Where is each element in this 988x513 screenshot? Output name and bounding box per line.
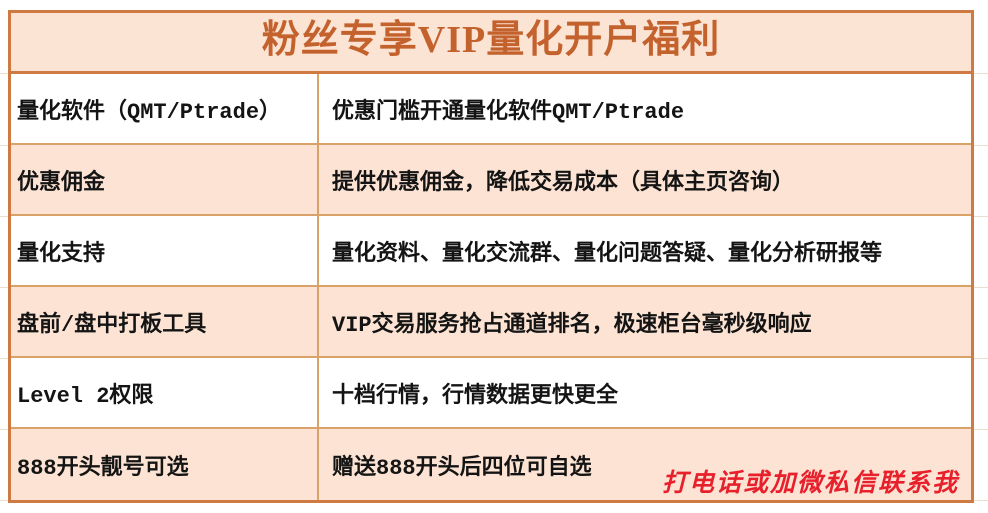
benefit-description-cell: 量化资料、量化交流群、量化问题答疑、量化分析研报等 xyxy=(332,241,883,267)
benefit-description-cell: 优惠门槛开通量化软件QMT/Ptrade xyxy=(332,99,685,125)
contact-note: 打电话或加微私信联系我 xyxy=(661,470,959,497)
table-row: 优惠佣金 提供优惠佣金，降低交易成本（具体主页咨询） xyxy=(11,145,971,216)
benefit-description-cell: 赠送888开头后四位可自选 xyxy=(332,455,592,481)
benefit-description-cell: 十档行情，行情数据更快更全 xyxy=(332,383,619,409)
benefit-name-cell: 量化软件（QMT/Ptrade） xyxy=(11,74,319,143)
benefit-name-cell: 888开头靓号可选 xyxy=(11,429,319,500)
vip-benefits-table: 粉丝专享VIP量化开户福利 量化软件（QMT/Ptrade） 优惠门槛开通量化软… xyxy=(8,10,974,503)
table-row: 量化支持 量化资料、量化交流群、量化问题答疑、量化分析研报等 xyxy=(11,216,971,287)
table-row: 888开头靓号可选 赠送888开头后四位可自选 打电话或加微私信联系我 xyxy=(11,429,971,500)
table-header: 粉丝专享VIP量化开户福利 xyxy=(8,10,974,74)
table-row: Level 2权限 十档行情，行情数据更快更全 xyxy=(11,358,971,429)
table-row: 盘前/盘中打板工具 VIP交易服务抢占通道排名，极速柜台毫秒级响应 xyxy=(11,287,971,358)
benefit-name-cell: 盘前/盘中打板工具 xyxy=(11,287,319,356)
benefit-description-cell: 提供优惠佣金，降低交易成本（具体主页咨询） xyxy=(332,170,795,196)
benefit-name-cell: Level 2权限 xyxy=(11,358,319,427)
benefit-name-cell: 优惠佣金 xyxy=(11,145,319,214)
table-body: 量化软件（QMT/Ptrade） 优惠门槛开通量化软件QMT/Ptrade 优惠… xyxy=(8,74,974,503)
benefit-name-cell: 量化支持 xyxy=(11,216,319,285)
table-row: 量化软件（QMT/Ptrade） 优惠门槛开通量化软件QMT/Ptrade xyxy=(11,74,971,145)
page-title: 粉丝专享VIP量化开户福利 xyxy=(261,19,721,61)
benefit-description-cell: VIP交易服务抢占通道排名，极速柜台毫秒级响应 xyxy=(332,312,812,338)
